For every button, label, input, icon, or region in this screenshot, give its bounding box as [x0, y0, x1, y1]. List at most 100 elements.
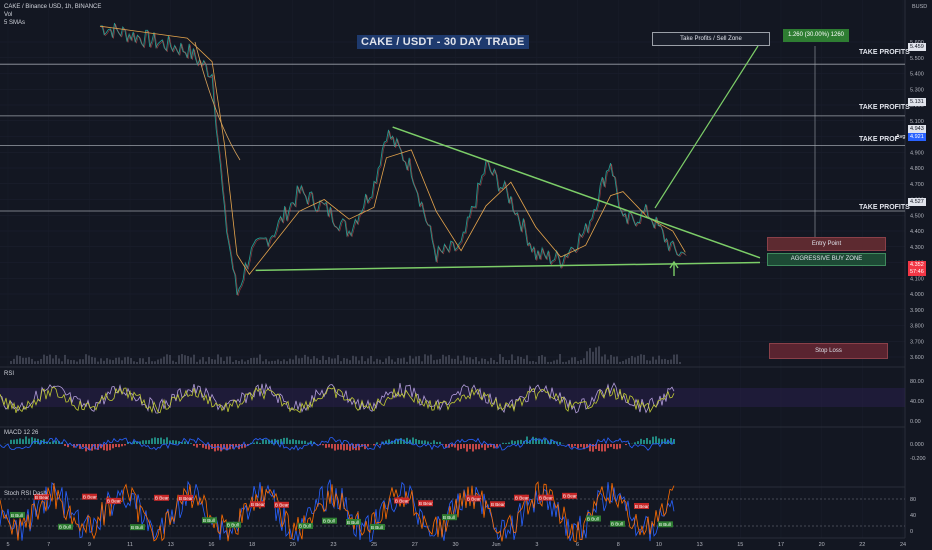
macd-bar — [445, 444, 447, 448]
volume-bar — [334, 358, 336, 364]
signal-badge — [538, 494, 553, 501]
macd-bar — [277, 439, 279, 444]
bear-signal: B Bear — [394, 497, 409, 504]
macd-bar — [22, 439, 24, 444]
macd-bar — [454, 444, 456, 448]
signal-label: B Bull — [443, 515, 455, 520]
volume-bar — [169, 355, 171, 364]
volume-bar — [76, 361, 78, 364]
bear-signal: B Bear — [514, 494, 529, 501]
macd-bar — [307, 442, 309, 444]
volume-bar — [310, 359, 312, 364]
macd-bar — [430, 442, 432, 444]
volume-bar — [490, 357, 492, 364]
macd-bar — [532, 436, 534, 444]
volume-bar — [205, 361, 207, 364]
volume-bar — [427, 355, 429, 364]
macd-bar — [13, 439, 15, 444]
bear-signal: B Bear — [562, 492, 577, 499]
volume-bar — [607, 359, 609, 364]
macd-bar — [283, 437, 285, 444]
macd-bar — [490, 444, 492, 447]
macd-bar — [661, 439, 663, 444]
volume-bar — [82, 359, 84, 364]
bear-signal: B Bear — [154, 494, 169, 501]
volume-bar — [406, 361, 408, 364]
macd-bar — [148, 440, 150, 444]
macd-bar — [496, 444, 498, 448]
signal-badge — [274, 501, 289, 508]
x-tick-label: 20 — [290, 542, 296, 548]
y-tick-label: 5.100 — [910, 119, 924, 125]
entry-point-box[interactable]: Entry Point — [767, 237, 886, 251]
volume-bar — [331, 358, 333, 364]
x-tick-label: 22 — [859, 542, 865, 548]
y-tick-label: 4.800 — [910, 166, 924, 172]
macd-bar — [346, 444, 348, 450]
volume-bar — [538, 356, 540, 364]
macd-bar — [343, 444, 345, 451]
x-tick-label: 27 — [412, 542, 418, 548]
volume-bar — [103, 360, 105, 364]
trendline — [392, 126, 761, 259]
stop-loss-box[interactable]: Stop Loss — [769, 343, 888, 359]
macd-bar — [325, 444, 327, 448]
macd-bar — [10, 439, 12, 444]
price-tag-current: 4.352 — [908, 261, 926, 269]
macd-bar — [265, 439, 267, 444]
volume-bar — [661, 359, 663, 364]
macd-bar — [253, 442, 255, 444]
macd-bar — [208, 444, 210, 450]
macd-bar — [406, 437, 408, 444]
macd-bar — [25, 436, 27, 444]
macd-bar — [481, 444, 483, 448]
volume-bar — [409, 355, 411, 364]
volume-bar — [124, 357, 126, 364]
volume-bar — [31, 358, 33, 364]
macd-bar — [262, 439, 264, 444]
volume-bar — [574, 357, 576, 364]
y-tick-label: 3.700 — [910, 339, 924, 345]
macd-bar — [436, 442, 438, 444]
volume-bar — [241, 359, 243, 364]
volume-bar — [433, 360, 435, 364]
volume-bar — [280, 361, 282, 364]
volume-bar — [487, 361, 489, 364]
price-series — [10, 22, 687, 364]
macd-bar — [415, 438, 417, 444]
volume-bar — [46, 355, 48, 364]
signal-label: B Bear — [563, 494, 577, 499]
bull-signal: B Bull — [346, 518, 361, 525]
trendline — [255, 261, 761, 272]
macd-bar — [616, 444, 618, 450]
macd-bar — [79, 444, 81, 449]
volume-bar — [175, 361, 177, 364]
x-tick-label: 13 — [697, 542, 703, 548]
macd-bar — [337, 444, 339, 450]
x-tick-label: 10 — [656, 542, 662, 548]
signal-label: B Bull — [203, 518, 215, 523]
macd-bar — [493, 444, 495, 449]
signal-badge — [202, 517, 217, 524]
macd-bar — [457, 444, 459, 451]
macd-bar — [619, 444, 621, 449]
signal-label: B Bear — [179, 496, 193, 501]
macd-bar — [553, 441, 555, 444]
bull-signal: B Bull — [658, 521, 673, 528]
sell-zone-box[interactable]: Take Profits / Sell Zone — [652, 32, 770, 46]
macd-bar — [487, 444, 489, 448]
volume-bar — [391, 359, 393, 364]
macd-bar — [124, 444, 126, 446]
x-tick-label: 30 — [452, 542, 458, 548]
bear-signal: B Bear — [634, 502, 649, 509]
aggressive-buy-box[interactable]: AGGRESSIVE BUY ZONE — [767, 253, 886, 266]
volume-bar — [559, 354, 561, 364]
macd-bar — [328, 444, 330, 448]
x-axis: 5 7 9 11 13 16 18 20 23 25 27 30 Jun 3 6 8 10 13 15 17 20 22 2… — [6, 542, 906, 548]
rsi-tick: 40.00 — [910, 399, 924, 405]
macd-bar — [322, 444, 324, 446]
macd-bar — [463, 444, 465, 449]
volume-bar — [109, 359, 111, 364]
y-tick-label: 4.700 — [910, 182, 924, 188]
